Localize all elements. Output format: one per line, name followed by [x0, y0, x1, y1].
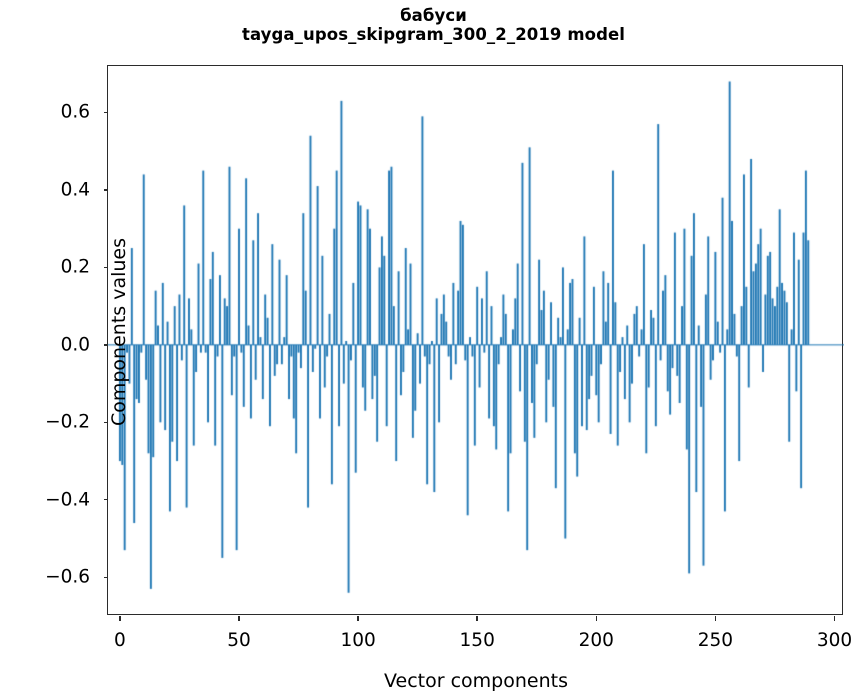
y-tick-label: 0.2 — [60, 256, 90, 278]
x-tick-label: 150 — [459, 630, 495, 651]
y-tick-label: 0.4 — [60, 179, 90, 201]
y-tick-label: −0.4 — [45, 489, 90, 511]
y-tick-mark — [103, 421, 108, 424]
y-tick-label: 0.6 — [60, 101, 90, 123]
x-tick-mark — [595, 616, 597, 621]
plot-axes: Components values Vector components 0.6 0… — [45, 65, 852, 692]
x-tick-label: 50 — [227, 630, 251, 651]
x-tick-mark — [238, 616, 240, 621]
chart-title: бабуси tayga_upos_skipgram_300_2_2019 mo… — [0, 6, 867, 45]
bar-series-canvas — [108, 66, 844, 616]
x-tick-mark — [476, 616, 478, 621]
chart-title-line1: бабуси — [400, 6, 467, 25]
x-tick-mark — [357, 616, 359, 621]
x-tick-label: 0 — [114, 630, 126, 651]
chart-title-line2: tayga_upos_skipgram_300_2_2019 model — [241, 25, 626, 45]
x-tick-label: 300 — [816, 630, 853, 651]
y-tick-label: 0.0 — [60, 334, 90, 356]
y-tick-mark — [103, 189, 108, 191]
y-tick-mark — [103, 344, 108, 346]
x-tick-mark — [119, 616, 121, 621]
y-tick-mark — [103, 111, 108, 114]
y-tick-mark — [103, 499, 108, 501]
x-tick-label: 250 — [697, 630, 734, 651]
y-tick-mark — [103, 576, 108, 578]
x-tick-label: 200 — [578, 630, 614, 651]
y-tick-mark — [103, 266, 108, 269]
x-axis-label: Vector components — [384, 670, 568, 692]
y-axis-label: Components values — [108, 237, 130, 427]
x-tick-mark — [833, 616, 836, 621]
y-tick-label: −0.2 — [45, 411, 90, 433]
y-tick-label: −0.6 — [45, 566, 90, 588]
x-tick-label: 100 — [340, 630, 376, 651]
x-tick-mark — [714, 616, 717, 621]
